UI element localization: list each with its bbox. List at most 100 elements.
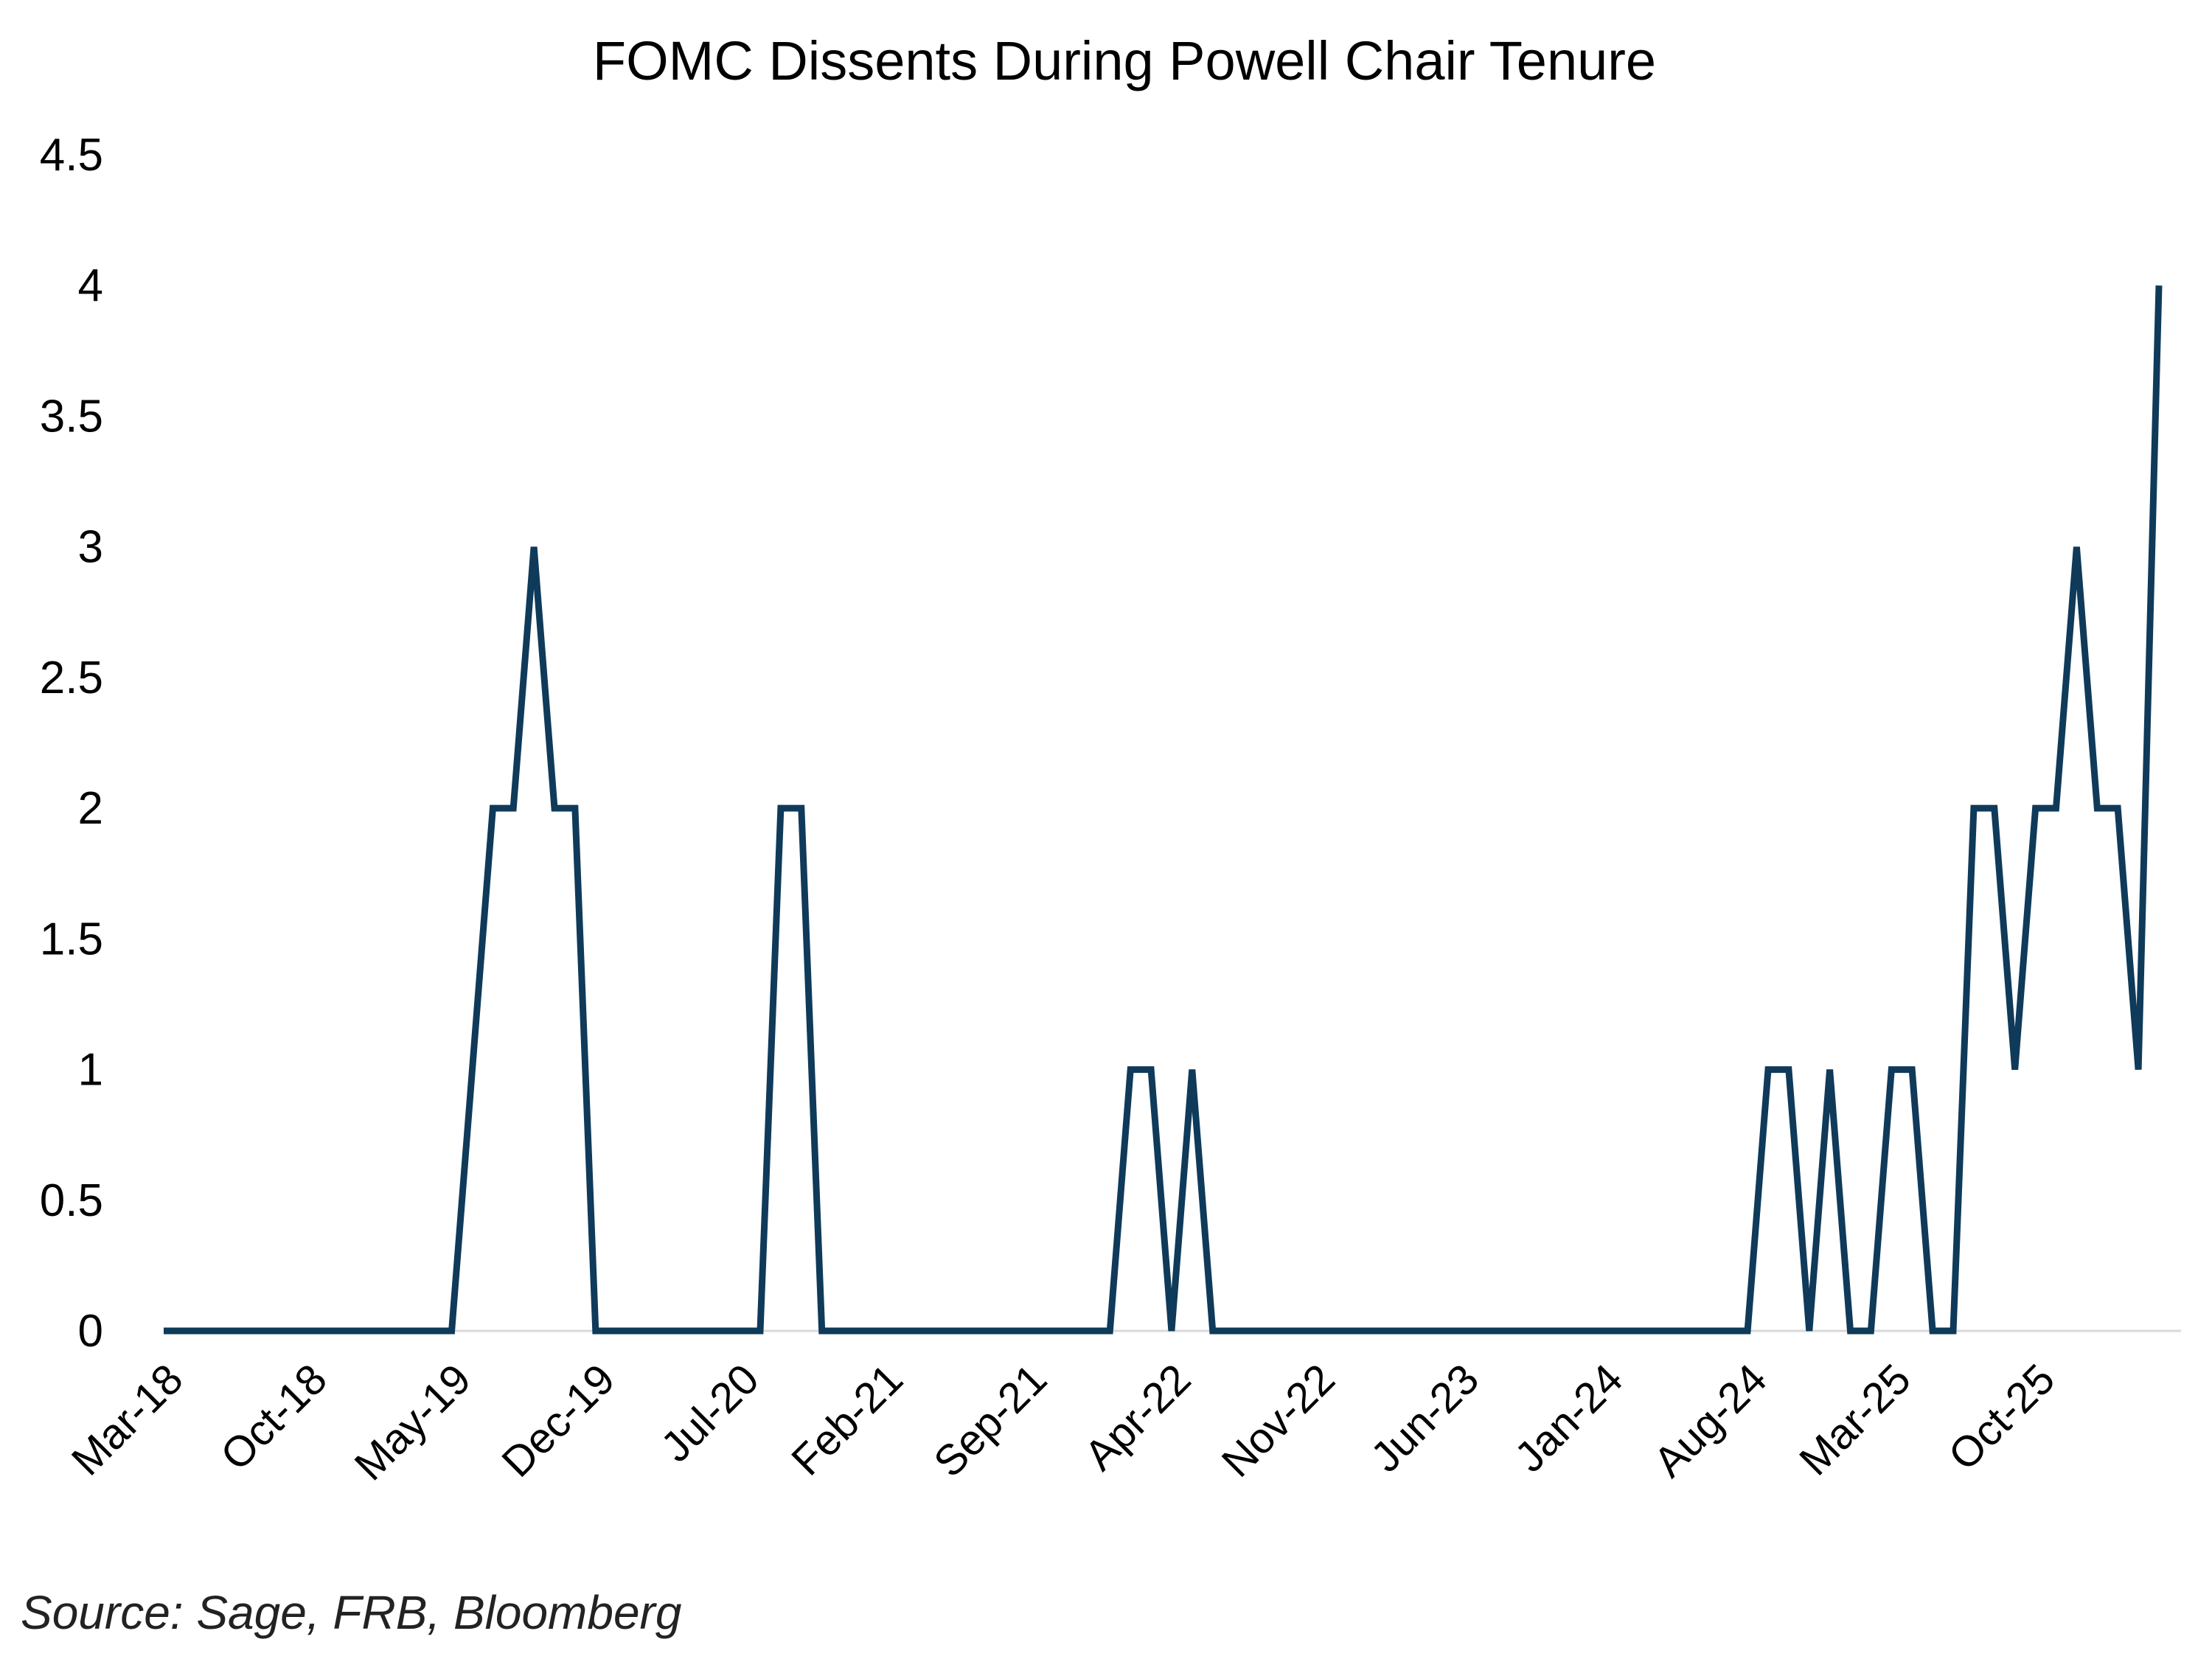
data-point	[737, 1328, 742, 1334]
data-point	[263, 1328, 269, 1334]
data-point	[1065, 1328, 1071, 1334]
data-point	[1930, 1328, 1935, 1334]
data-point	[1498, 1328, 1503, 1334]
data-point	[1148, 1067, 1154, 1073]
x-tick-label: Aug-24	[1644, 1355, 1775, 1486]
data-point	[1046, 1328, 1051, 1334]
data-point	[1559, 1328, 1565, 1334]
data-point	[531, 544, 537, 550]
y-tick-label: 4.5	[40, 130, 103, 181]
data-point	[1683, 1328, 1688, 1334]
data-point	[2012, 1067, 2018, 1073]
data-point	[1765, 1067, 1771, 1073]
data-point	[963, 1328, 969, 1334]
y-tick-label: 1.5	[40, 914, 103, 964]
data-point	[1169, 1328, 1175, 1334]
chart-title: FOMC Dissents During Powell Chair Tenure	[592, 30, 1657, 91]
y-tick-label: 3	[78, 522, 103, 573]
data-point	[1416, 1328, 1422, 1334]
data-point	[1086, 1328, 1092, 1334]
data-point	[1806, 1328, 1812, 1334]
x-axis-ticks: Mar-18 Oct-18 May-19 Dec-19 Jul-20 Feb-21 Sep-…	[63, 1355, 2064, 1490]
data-point	[161, 1328, 167, 1334]
y-tick-label: 1	[78, 1045, 103, 1096]
data-point	[2156, 282, 2162, 288]
data-point	[799, 805, 804, 811]
y-tick-label: 3.5	[40, 391, 103, 442]
data-point	[675, 1328, 681, 1334]
x-tick-label: Mar-25	[1790, 1355, 1920, 1485]
data-point	[1231, 1328, 1237, 1334]
data-point	[1909, 1067, 1915, 1073]
x-tick-label: Mar-18	[63, 1355, 192, 1485]
data-point	[757, 1328, 763, 1334]
x-tick-label: Oct-18	[212, 1355, 336, 1480]
data-point	[1580, 1328, 1586, 1334]
data-point	[1539, 1328, 1545, 1334]
data-point	[469, 1067, 475, 1073]
data-point	[223, 1328, 229, 1334]
x-tick-label: Nov-22	[1213, 1355, 1344, 1486]
data-point	[2053, 805, 2059, 811]
data-point	[243, 1328, 249, 1334]
data-point	[1786, 1067, 1792, 1073]
data-point	[305, 1328, 310, 1334]
data-point	[572, 805, 578, 811]
data-point	[1827, 1067, 1833, 1073]
y-tick-label: 2	[78, 783, 103, 834]
data-point	[1888, 1067, 1894, 1073]
data-point	[901, 1328, 907, 1334]
data-point	[716, 1328, 722, 1334]
data-point	[1601, 1328, 1607, 1334]
data-point	[428, 1328, 434, 1334]
data-point	[1950, 1328, 1956, 1334]
x-tick-label: Feb-21	[782, 1355, 912, 1485]
data-point	[552, 805, 557, 811]
series-line	[164, 285, 2163, 1335]
y-tick-label: 0.5	[40, 1175, 103, 1226]
data-point	[819, 1328, 825, 1334]
y-tick-label: 0	[78, 1306, 103, 1357]
data-point	[2115, 805, 2121, 811]
data-point	[1868, 1328, 1874, 1334]
data-point	[346, 1328, 352, 1334]
data-point	[1312, 1328, 1318, 1334]
x-tick-label: Dec-19	[493, 1355, 624, 1486]
data-point	[1004, 1328, 1010, 1334]
data-point	[1703, 1328, 1709, 1334]
data-point	[634, 1328, 640, 1334]
x-tick-label: Jan-24	[1506, 1355, 1632, 1481]
data-point	[1971, 805, 1977, 811]
data-point	[510, 805, 516, 811]
series-group	[161, 282, 2163, 1335]
data-point	[1518, 1328, 1524, 1334]
data-point	[325, 1328, 331, 1334]
data-point	[1107, 1328, 1113, 1334]
data-point	[1621, 1328, 1627, 1334]
x-tick-label: Apr-22	[1075, 1355, 1200, 1480]
data-point	[408, 1328, 414, 1334]
data-point	[387, 1328, 393, 1334]
x-tick-label: Sep-21	[925, 1355, 1056, 1486]
x-tick-label: Jun-23	[1362, 1355, 1488, 1481]
x-tick-label: Jul-20	[652, 1355, 768, 1472]
y-axis-ticks: 0 0.5 1 1.5 2 2.5 3 3.5 4 4.5	[40, 130, 103, 1357]
data-point	[655, 1328, 661, 1334]
data-point	[284, 1328, 290, 1334]
y-tick-label: 2.5	[40, 653, 103, 703]
data-point	[1436, 1328, 1442, 1334]
data-point	[1251, 1328, 1257, 1334]
data-point	[1457, 1328, 1463, 1334]
data-point	[2073, 544, 2079, 550]
data-point	[840, 1328, 846, 1334]
data-point	[778, 805, 784, 811]
data-point	[860, 1328, 866, 1334]
data-point	[181, 1328, 187, 1334]
data-point	[1271, 1328, 1277, 1334]
x-tick-label: Oct-25	[1939, 1355, 2064, 1480]
data-point	[1662, 1328, 1668, 1334]
data-point	[1724, 1328, 1730, 1334]
data-point	[1333, 1328, 1339, 1334]
data-point	[2135, 1067, 2141, 1073]
